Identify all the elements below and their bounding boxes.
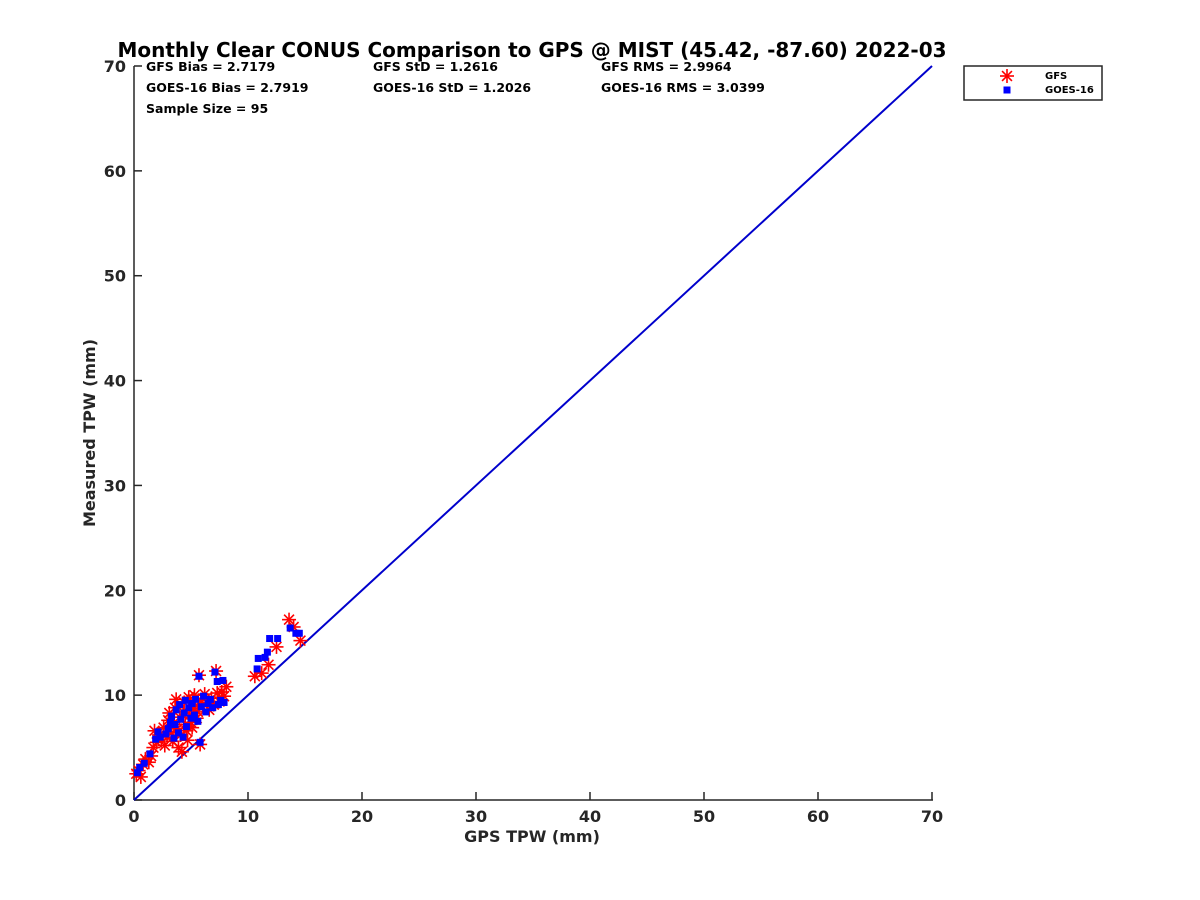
x-tick-label: 40 (579, 807, 601, 826)
gfs-point (254, 666, 269, 681)
goes16-point (170, 734, 178, 742)
goes16-point (188, 700, 196, 708)
y-tick-label: 30 (104, 476, 126, 495)
one-to-one-line (133, 65, 933, 801)
goes16-point (174, 729, 182, 737)
gfs-point (269, 639, 284, 654)
goes16-point (162, 730, 170, 738)
goes16-point (172, 706, 180, 714)
goes16-point (286, 624, 294, 632)
goes16-point (146, 750, 154, 758)
goes16-point (171, 721, 179, 729)
legend-goes16-marker (1003, 86, 1011, 94)
goes16-point (254, 654, 262, 662)
reference-line (133, 65, 933, 801)
goes16-point (220, 698, 228, 706)
stat-sample-size: Sample Size = 95 (146, 101, 268, 116)
goes16-point (209, 704, 217, 712)
stat-gfs-bias: GFS Bias = 2.7179 (146, 59, 275, 74)
y-tick-label: 0 (115, 791, 126, 810)
stat-goes16-std: GOES-16 StD = 1.2026 (373, 80, 531, 95)
goes16-point (195, 672, 203, 680)
goes16-point (152, 735, 160, 743)
goes16-point (166, 718, 174, 726)
goes16-point (200, 692, 208, 700)
goes16-point (136, 763, 144, 771)
legend-goes16-square (1003, 86, 1011, 94)
goes16-point (168, 712, 176, 720)
stat-goes16-rms: GOES-16 RMS = 3.0399 (601, 80, 765, 95)
goes16-point (179, 733, 187, 741)
goes16-point (164, 725, 172, 733)
gfs-point (282, 612, 297, 627)
chart-title: Monthly Clear CONUS Comparison to GPS @ … (117, 38, 946, 62)
x-tick-label: 10 (237, 807, 259, 826)
axes: 0 10 20 30 40 50 60 70 0 10 20 30 40 50 60 70 (104, 57, 943, 826)
goes16-point (204, 700, 212, 708)
goes16-point (266, 635, 274, 643)
goes16-point (182, 723, 190, 731)
x-tick-label: 20 (351, 807, 373, 826)
goes16-point (214, 701, 222, 709)
series-goes16 (133, 624, 303, 777)
goes16-point (197, 703, 205, 711)
x-tick-label: 30 (465, 807, 487, 826)
goes16-point (213, 678, 221, 686)
goes16-point (295, 629, 303, 637)
goes16-point (176, 701, 184, 709)
goes16-point (192, 695, 200, 703)
goes16-point (154, 728, 162, 736)
x-axis-label: GPS TPW (mm) (464, 827, 600, 846)
goes16-point (133, 769, 141, 777)
y-tick-label: 70 (104, 57, 126, 76)
goes16-point (177, 715, 185, 723)
goes16-point (219, 676, 227, 684)
y-tick-label: 10 (104, 686, 126, 705)
y-axis-label: Measured TPW (mm) (80, 339, 99, 527)
goes16-point (181, 696, 189, 704)
legend-gfs-asterisk (1000, 69, 1014, 83)
goes16-point (190, 711, 198, 719)
x-tick-label: 60 (807, 807, 829, 826)
legend-goes16-label: GOES-16 (1045, 85, 1094, 96)
stat-goes16-bias: GOES-16 Bias = 2.7919 (146, 80, 308, 95)
stat-gfs-rms: GFS RMS = 2.9964 (601, 59, 732, 74)
y-tick-label: 20 (104, 581, 126, 600)
goes16-point (206, 695, 214, 703)
goes16-point (211, 668, 219, 676)
goes16-point (194, 717, 202, 725)
y-tick-label: 40 (104, 372, 126, 391)
statistics-block: GFS Bias = 2.7179 GFS StD = 1.2616 GFS R… (146, 59, 765, 116)
x-tick-label: 0 (128, 807, 139, 826)
goes16-point (263, 648, 271, 656)
y-tick-label: 60 (104, 162, 126, 181)
gfs-point (174, 744, 189, 759)
goes16-point (274, 635, 282, 643)
legend-gfs-label: GFS (1045, 71, 1067, 82)
x-tick-label: 50 (693, 807, 715, 826)
x-tick-label: 70 (921, 807, 943, 826)
gfs-point (293, 633, 308, 648)
y-tick-label: 50 (104, 267, 126, 286)
goes16-point (140, 759, 148, 767)
legend: GFS GOES-16 (963, 65, 1103, 101)
goes16-point (196, 738, 204, 746)
goes16-point (253, 665, 261, 673)
legend-gfs-marker (1000, 69, 1014, 83)
goes16-point (185, 704, 193, 712)
goes16-point (180, 709, 188, 717)
goes16-point (202, 708, 210, 716)
goes16-point (156, 733, 164, 741)
stat-gfs-std: GFS StD = 1.2616 (373, 59, 498, 74)
legend-box (963, 65, 1103, 101)
goes16-point (261, 653, 269, 661)
